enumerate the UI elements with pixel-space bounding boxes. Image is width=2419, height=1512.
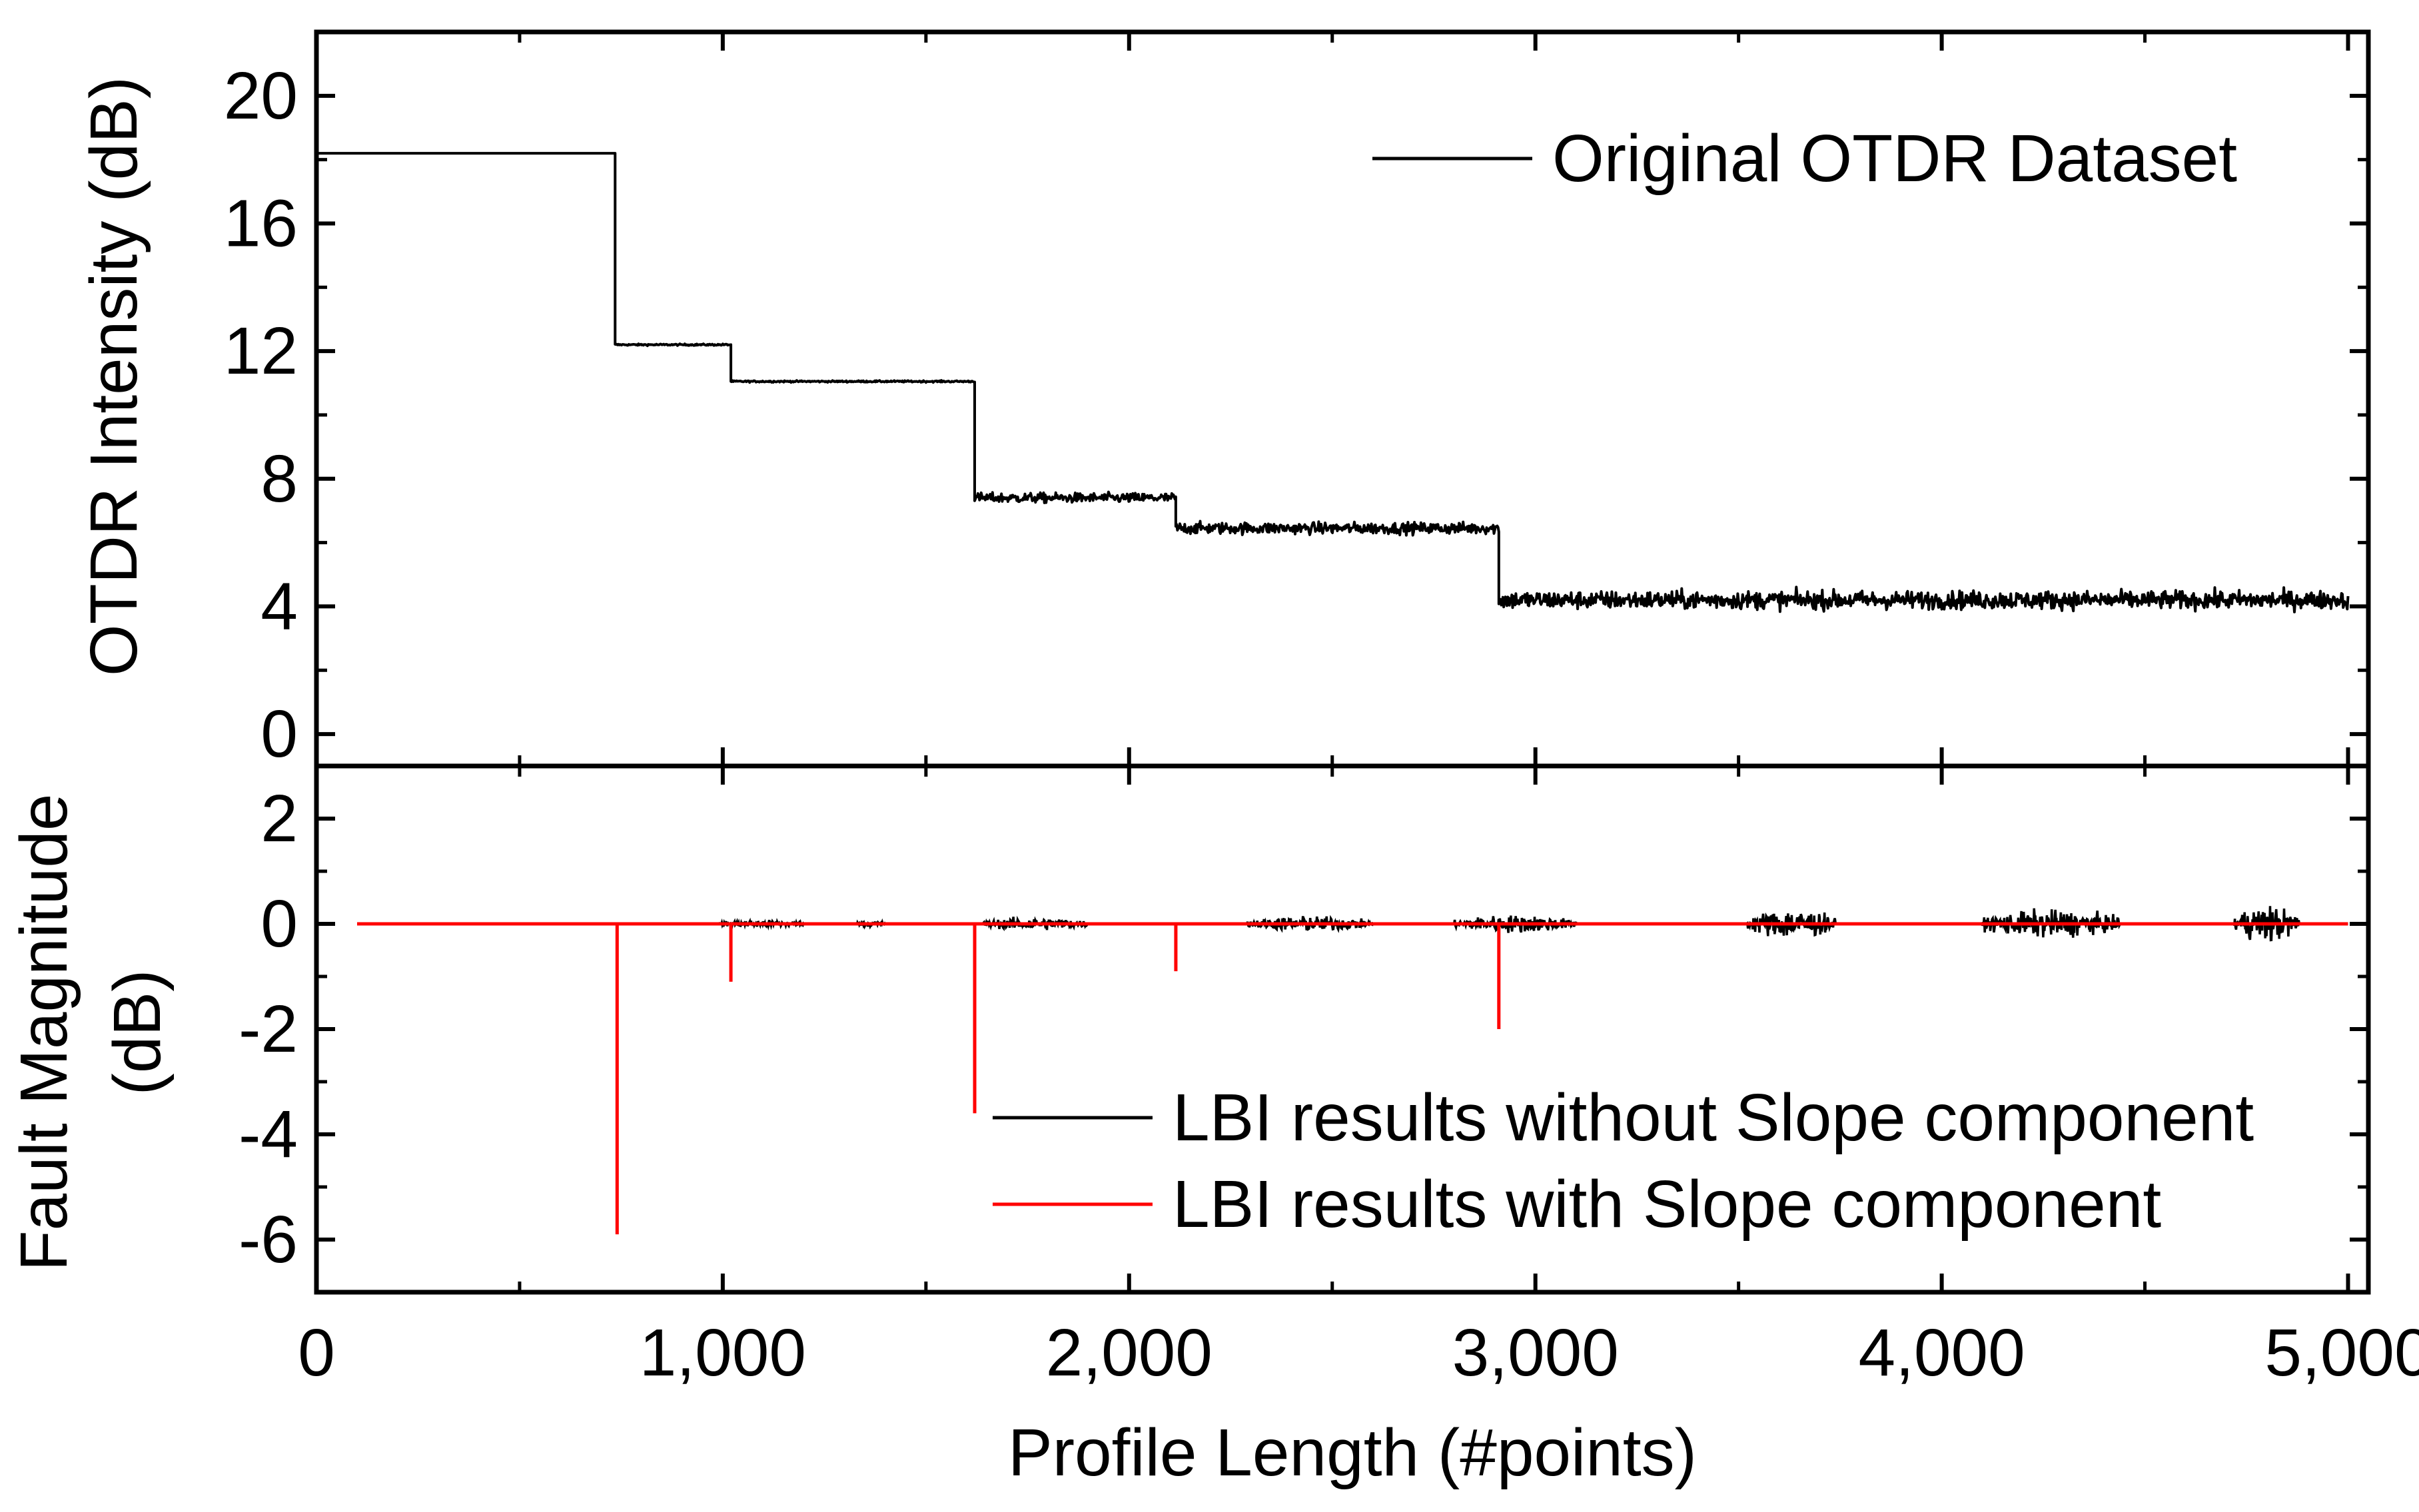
top-y-tick-label: 12 bbox=[224, 314, 298, 388]
top-y-tick-label: 4 bbox=[260, 569, 298, 643]
top-y-tick-label: 20 bbox=[224, 59, 298, 133]
bottom-y-tick-label: 0 bbox=[260, 887, 298, 961]
top-legend-label-original: Original OTDR Dataset bbox=[1552, 121, 2237, 196]
bottom-panel: -6 -4 -2 0 2 0 1,000 2,000 3,000 4,000 5,000 bbox=[239, 763, 2419, 1390]
bottom-y-tick-label: -6 bbox=[239, 1202, 298, 1277]
otdr-trace-line bbox=[316, 152, 2350, 613]
bottom-legend-label-without: LBI results without Slope component bbox=[1173, 1080, 2254, 1155]
bottom-y-tick-label: 2 bbox=[260, 781, 298, 856]
lbi-without-slope-burst bbox=[2232, 906, 2301, 942]
bottom-legend: LBI results without Slope component LBI … bbox=[993, 1080, 2254, 1242]
x-axis-title: Profile Length (#points) bbox=[1008, 1415, 1697, 1490]
x-tick-label: 5,000 bbox=[2264, 1316, 2419, 1390]
x-tick-label: 3,000 bbox=[1452, 1316, 1619, 1390]
bottom-y-tick-label: -4 bbox=[239, 1097, 298, 1172]
bottom-y-axis-title-line2: (dB) bbox=[100, 970, 175, 1096]
top-y-tick-label: 8 bbox=[260, 442, 298, 516]
x-tick-label: 2,000 bbox=[1046, 1316, 1212, 1390]
top-y-tick-label: 16 bbox=[224, 186, 298, 260]
bottom-legend-label-with: LBI results with Slope component bbox=[1173, 1167, 2161, 1242]
top-y-axis-title: OTDR Intensity (dB) bbox=[77, 77, 151, 676]
top-y-tick-label: 0 bbox=[260, 697, 298, 771]
top-legend: Original OTDR Dataset bbox=[1372, 121, 2237, 196]
bottom-y-axis-title-line1: Fault Magnitude bbox=[7, 793, 81, 1271]
lbi-without-slope-burst bbox=[1981, 908, 2122, 938]
x-tick-label: 1,000 bbox=[640, 1316, 806, 1390]
x-tick-label: 4,000 bbox=[1858, 1316, 2025, 1390]
x-tick-label: 0 bbox=[298, 1316, 335, 1390]
bottom-y-tick-label: -2 bbox=[239, 992, 298, 1066]
lbi-without-slope-burst bbox=[981, 915, 1090, 932]
